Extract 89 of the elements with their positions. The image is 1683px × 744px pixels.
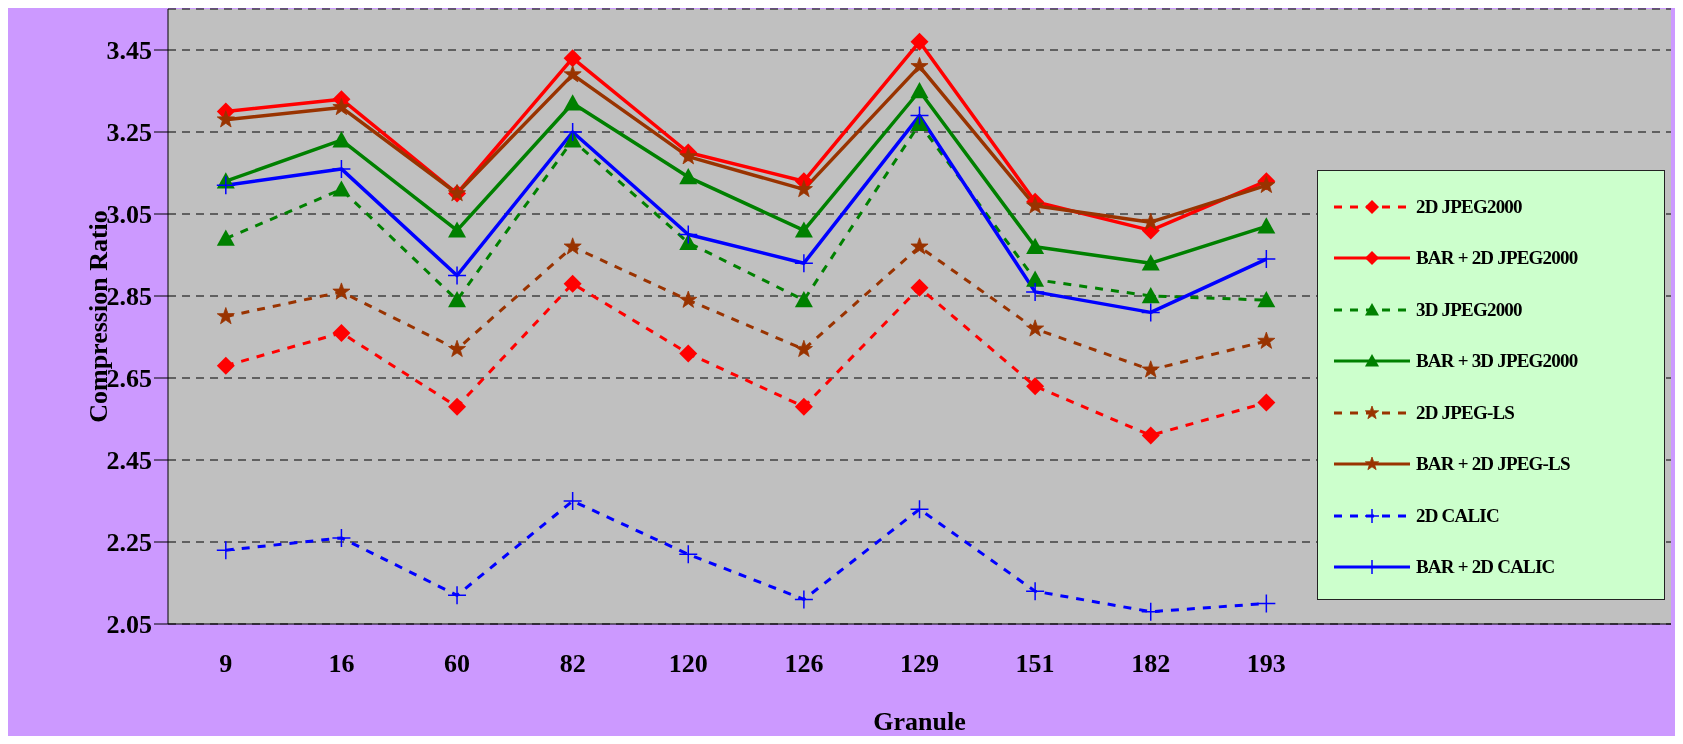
- point: [332, 180, 351, 197]
- legend-label: 3D JPEG2000: [1416, 298, 1522, 321]
- point: [794, 339, 813, 357]
- point: [447, 265, 467, 286]
- point: [563, 49, 582, 68]
- point: [563, 65, 582, 83]
- point: [563, 237, 582, 255]
- point: [679, 147, 698, 165]
- point: [448, 221, 467, 238]
- legend-label: BAR + 3D JPEG2000: [1416, 350, 1578, 373]
- point: [1141, 287, 1160, 304]
- point: [332, 131, 351, 148]
- x-tick-label: 193: [1246, 649, 1286, 679]
- x-tick-label: 9: [219, 649, 233, 679]
- point: [216, 229, 235, 246]
- point: [679, 168, 698, 185]
- point: [216, 307, 235, 325]
- legend-label: 2D CALIC: [1416, 504, 1499, 527]
- point: [1026, 270, 1045, 287]
- point: [1256, 249, 1277, 269]
- point: [332, 98, 351, 116]
- point: [216, 110, 235, 128]
- point: [1141, 360, 1160, 378]
- point: [448, 291, 467, 308]
- point: [216, 356, 235, 375]
- point: [909, 105, 930, 126]
- point: [216, 540, 236, 560]
- x-tick-label: 129: [900, 649, 939, 679]
- point: [332, 282, 351, 300]
- legend-label: BAR + 2D JPEG-LS: [1416, 453, 1570, 476]
- point: [910, 114, 929, 131]
- point: [1026, 319, 1045, 337]
- point: [1141, 254, 1160, 271]
- y-tick-label: 2.45: [106, 446, 152, 476]
- point: [1257, 217, 1276, 234]
- point: [1257, 291, 1276, 308]
- point: [1257, 393, 1276, 412]
- point: [909, 499, 930, 519]
- point: [794, 221, 813, 238]
- point: [1026, 237, 1045, 254]
- point: [563, 94, 582, 111]
- point: [910, 57, 929, 75]
- y-tick-label: 2.05: [106, 610, 152, 640]
- point: [910, 82, 929, 99]
- point: [562, 491, 583, 511]
- point: [563, 274, 582, 293]
- x-tick-label: 182: [1131, 649, 1171, 679]
- x-axis-title: Granule: [873, 707, 966, 736]
- point: [794, 291, 813, 308]
- point: [1026, 196, 1045, 214]
- point: [1141, 426, 1160, 445]
- x-tick-label: 16: [328, 649, 355, 679]
- point: [562, 122, 583, 142]
- point: [1026, 377, 1045, 396]
- point: [910, 237, 929, 255]
- point: [679, 233, 698, 250]
- y-tick-label: 3.45: [106, 36, 152, 66]
- point: [679, 290, 698, 308]
- x-tick-label: 60: [444, 649, 471, 679]
- point: [910, 278, 929, 297]
- x-tick-label: 120: [668, 649, 708, 679]
- point: [216, 175, 236, 196]
- point: [1025, 581, 1045, 601]
- point: [332, 323, 351, 342]
- x-tick-label: 126: [784, 649, 824, 679]
- point: [1140, 302, 1161, 323]
- point: [794, 397, 813, 416]
- y-tick-label: 2.25: [106, 528, 152, 558]
- point: [678, 224, 699, 245]
- point: [1140, 601, 1161, 622]
- point: [910, 32, 929, 51]
- legend-label: 2D JPEG-LS: [1416, 401, 1515, 424]
- point: [447, 585, 467, 606]
- x-tick-label: 82: [559, 649, 586, 679]
- point: [331, 528, 352, 548]
- y-tick-label: 3.25: [106, 118, 152, 148]
- point: [679, 344, 698, 363]
- legend-label: 2D JPEG2000: [1416, 195, 1522, 218]
- point: [1141, 212, 1160, 230]
- point: [1256, 593, 1277, 614]
- point: [1257, 331, 1276, 349]
- point: [448, 397, 467, 416]
- point: [794, 589, 814, 610]
- legend-label: BAR + 2D JPEG2000: [1416, 247, 1578, 270]
- point: [678, 544, 699, 565]
- legend-label: BAR + 2D CALIC: [1416, 556, 1555, 579]
- x-tick-label: 151: [1015, 649, 1055, 679]
- point: [448, 339, 466, 357]
- point: [331, 159, 352, 179]
